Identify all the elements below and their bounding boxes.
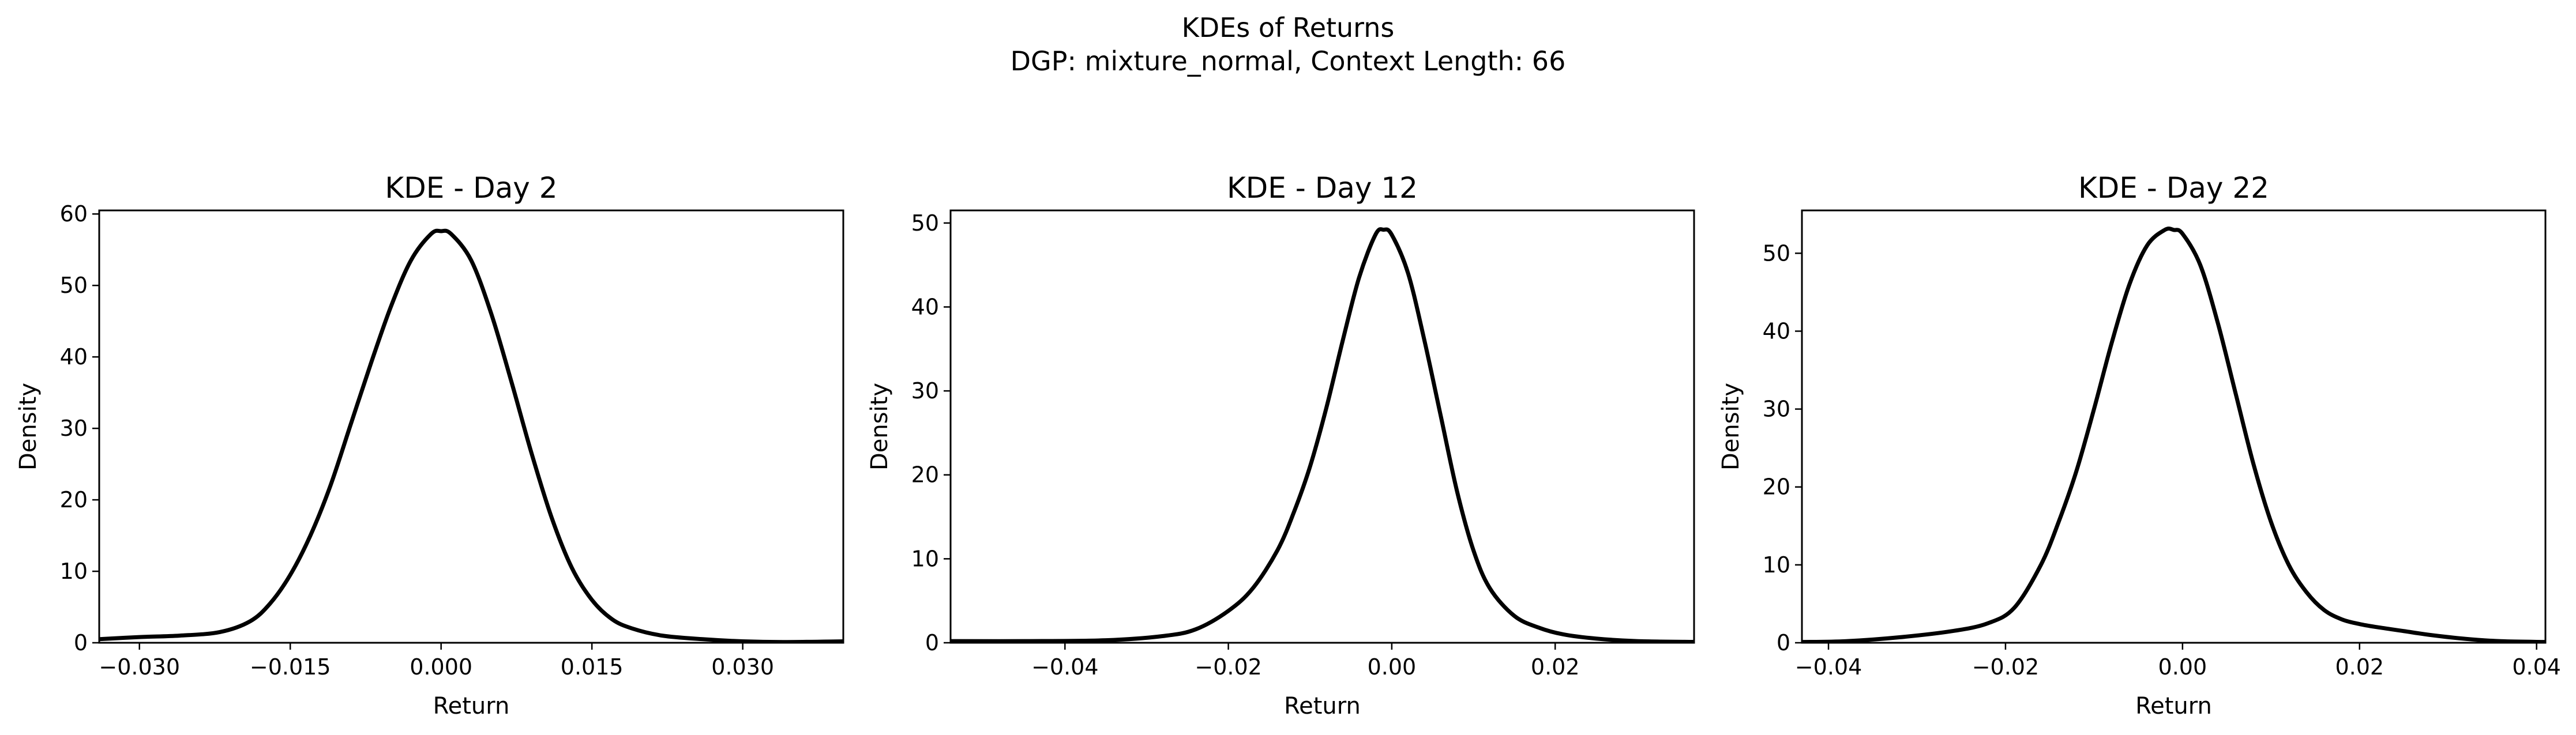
- y-tick-label: 0: [925, 630, 939, 655]
- y-tick-label: 0: [74, 630, 88, 655]
- x-tick-label: 0.00: [1368, 654, 1417, 680]
- x-tick-label: −0.030: [99, 654, 180, 680]
- y-tick-label: 10: [911, 546, 939, 571]
- y-tick-label: 40: [60, 344, 88, 370]
- x-axis-label: Return: [1284, 693, 1361, 719]
- panel-title: KDE - Day 12: [1227, 171, 1418, 205]
- plot-frame: [949, 209, 1695, 644]
- figure-title-line-1: KDEs of Returns: [1182, 12, 1395, 43]
- x-tick-label: 0.000: [410, 654, 472, 680]
- kde-curve: [1802, 227, 2545, 643]
- y-tick-label: 30: [911, 378, 939, 404]
- x-tick-label: 0.02: [2335, 654, 2384, 680]
- y-tick-label: 20: [911, 462, 939, 488]
- kde-day-2-chart: KDE - Day 2 Return Density −0.030 −0.015 0…: [15, 171, 844, 719]
- x-tick-label: −0.015: [250, 654, 331, 680]
- y-tick-label: 50: [911, 210, 939, 236]
- plot-frame: [1801, 209, 2547, 644]
- y-axis-label: Density: [15, 383, 42, 470]
- y-tick-label: 20: [60, 487, 88, 512]
- plot-frame: [98, 209, 844, 644]
- kde-day-22-chart: KDE - Day 22 Return Density −0.04 −0.02 0.…: [1718, 171, 2561, 719]
- x-tick-label: −0.04: [1795, 654, 1862, 680]
- y-tick-label: 40: [1763, 318, 1790, 344]
- y-tick-label: 0: [1777, 630, 1790, 655]
- kde-curve: [99, 228, 843, 643]
- y-tick-label: 10: [60, 559, 88, 584]
- x-axis-label: Return: [433, 693, 510, 719]
- x-tick-label: 0.02: [1531, 654, 1580, 680]
- kde-day-12-chart: KDE - Day 12 Return Density −0.04 −0.02 0.…: [866, 171, 1695, 719]
- panel-title: KDE - Day 22: [2078, 171, 2269, 205]
- y-axis-label: Density: [1718, 383, 1744, 470]
- y-tick-label: 50: [60, 273, 88, 298]
- y-tick-label: 50: [1763, 240, 1790, 266]
- y-tick-label: 30: [1763, 397, 1790, 422]
- y-tick-label: 30: [60, 416, 88, 441]
- panel-title: KDE - Day 2: [385, 171, 557, 205]
- x-tick-label: 0.015: [561, 654, 624, 680]
- y-tick-label: 10: [1763, 552, 1790, 578]
- figure-title-line-2: DGP: mixture_normal, Context Length: 66: [1011, 46, 1566, 77]
- x-tick-label: 0.030: [711, 654, 774, 680]
- x-axis-label: Return: [2135, 693, 2212, 719]
- y-tick-label: 40: [911, 294, 939, 319]
- x-tick-label: 0.04: [2512, 654, 2561, 680]
- y-axis-label: Density: [866, 383, 893, 470]
- kde-curve: [951, 227, 1694, 643]
- y-tick-label: 20: [1763, 474, 1790, 500]
- y-tick-label: 60: [60, 201, 88, 227]
- x-tick-label: 0.00: [2158, 654, 2207, 680]
- x-tick-label: −0.04: [1031, 654, 1098, 680]
- x-tick-label: −0.02: [1972, 654, 2039, 680]
- x-tick-label: −0.02: [1195, 654, 1261, 680]
